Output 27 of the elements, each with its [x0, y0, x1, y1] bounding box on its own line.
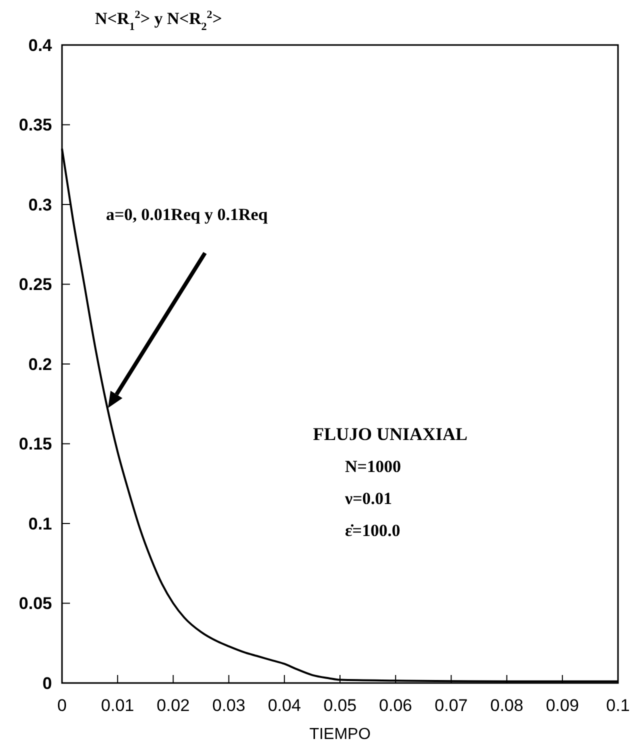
annotation: a=0, 0.01Req y 0.1Req [106, 205, 268, 224]
x-tick-label: 0.02 [156, 696, 190, 715]
annotation: ε̇=100.0 [345, 521, 400, 540]
x-tick-label: 0.06 [379, 696, 412, 715]
x-axis-title: TIEMPO [309, 726, 371, 743]
y-tick-label: 0.3 [28, 195, 52, 214]
x-tick-label: 0.03 [212, 696, 246, 715]
annotation: FLUJO UNIAXIAL [313, 424, 468, 444]
y-tick-label: 0.05 [18, 594, 52, 614]
annotation: N=1000 [345, 457, 401, 476]
y-tick-label: 0.35 [18, 116, 52, 135]
x-tick-label: 0 [57, 696, 67, 715]
x-tick-label: 0.05 [323, 696, 357, 715]
chart-title: N<R$_{1}$$^{2}$> y N<R$_{2}$$^{2}$> [95, 9, 222, 33]
y-tick-label: 0.2 [28, 354, 52, 374]
y-tick-label: 0.15 [18, 434, 52, 454]
x-tick-label: 0.09 [546, 696, 579, 715]
y-tick-label: 0.1 [28, 514, 52, 534]
y-tick-label: 0.4 [28, 36, 53, 55]
y-tick-label: 0 [42, 674, 52, 693]
annotation: ν=0.01 [344, 489, 392, 508]
x-tick-label: 0.1 [606, 696, 630, 715]
x-tick-label: 0.01 [101, 696, 134, 715]
x-tick-label: 0.08 [490, 696, 524, 715]
x-tick-label: 0.04 [268, 696, 301, 715]
x-tick-label: 0.07 [434, 696, 468, 715]
y-tick-label: 0.25 [18, 275, 52, 294]
